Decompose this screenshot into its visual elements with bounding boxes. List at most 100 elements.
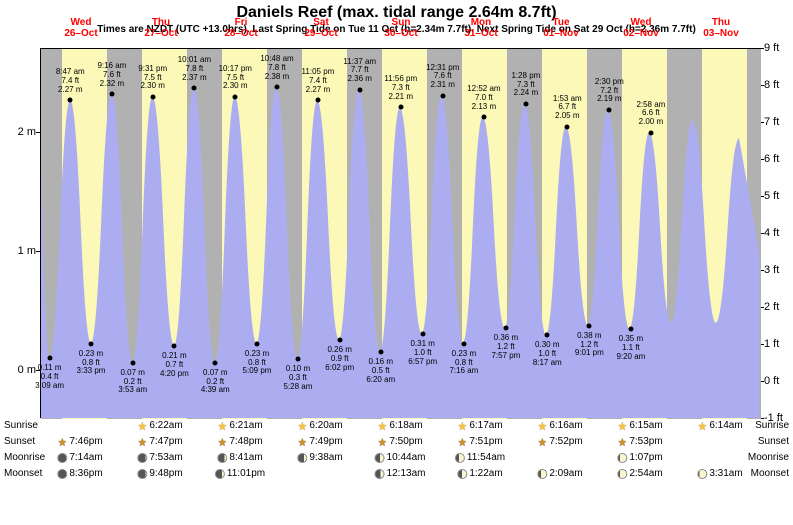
tide-label: 9:16 am7.6 ft2.32 m (97, 62, 126, 88)
y-tick-right: 8 ft (764, 79, 779, 91)
tide-point (378, 350, 383, 355)
astro-cell: 6:18am (377, 420, 422, 431)
day-header: Thu27–Oct (121, 17, 201, 39)
tide-label: 12:31 pm7.6 ft2.31 m (426, 64, 459, 90)
y-tick-right: 5 ft (764, 190, 779, 202)
astro-cell: 9:48pm (137, 468, 182, 479)
astro-cell: 9:38am (297, 452, 342, 463)
day-header: Fri28–Oct (201, 17, 281, 39)
astro-cell: 6:20am (297, 420, 342, 431)
day-header: Sat29–Oct (281, 17, 361, 39)
tide-label: 0.21 m0.7 ft4:20 pm (160, 352, 189, 378)
astro-cell: 7:51pm (457, 436, 502, 447)
astro-cell: 1:07pm (617, 452, 662, 463)
astro-table: SunriseSunrise6:22am6:21am6:20am6:18am6:… (0, 420, 793, 484)
tide-point (357, 87, 362, 92)
y-tick-right: 7 ft (764, 116, 779, 128)
tide-point (68, 98, 73, 103)
tide-label: 0.30 m1.0 ft8:17 am (533, 341, 562, 367)
tide-label: 0.23 m0.8 ft3:33 pm (77, 350, 106, 376)
astro-cell: 6:15am (617, 420, 662, 431)
tide-point (523, 101, 528, 106)
astro-cell: 6:17am (457, 420, 502, 431)
astro-cell: 11:54am (455, 452, 505, 463)
tide-label: 11:56 pm7.3 ft2.21 m (384, 75, 417, 101)
astro-row-moonrise: MoonriseMoonrise7:14am7:53am8:41am9:38am… (0, 452, 793, 468)
tide-point (398, 105, 403, 110)
day-header: Tue01–Nov (521, 17, 601, 39)
astro-cell: 7:50pm (377, 436, 422, 447)
y-tick-right: 2 ft (764, 301, 779, 313)
tide-point (130, 360, 135, 365)
tide-label: 1:28 pm7.3 ft2.24 m (511, 72, 540, 98)
astro-cell: 11:01pm (215, 468, 265, 479)
tide-point (420, 332, 425, 337)
astro-cell: 6:16am (537, 420, 582, 431)
tide-point (440, 93, 445, 98)
tide-point (213, 360, 218, 365)
tide-point (503, 326, 508, 331)
astro-cell: 2:09am (537, 468, 582, 479)
day-header: Sun30–Oct (361, 17, 441, 39)
astro-cell: 2:54am (617, 468, 662, 479)
y-tick-right: 6 ft (764, 153, 779, 165)
tide-point (337, 338, 342, 343)
tide-point (172, 344, 177, 349)
tide-point (648, 130, 653, 135)
astro-cell: 8:36pm (57, 468, 102, 479)
tide-label: 0.16 m0.5 ft6:20 am (366, 358, 395, 384)
tide-label: 0.11 m0.4 ft3:09 am (35, 364, 64, 390)
tide-label: 0.07 m0.2 ft4:39 am (201, 369, 230, 395)
tide-point (461, 341, 466, 346)
astro-cell: 1:22am (457, 468, 502, 479)
astro-cell: 7:47pm (137, 436, 182, 447)
astro-cell: 7:52pm (537, 436, 582, 447)
day-header: Mon31–Oct (441, 17, 521, 39)
tide-label: 0.36 m1.2 ft7:57 pm (491, 334, 520, 360)
tide-label: 11:37 am7.7 ft2.36 m (343, 58, 376, 84)
astro-cell: 7:14am (57, 452, 102, 463)
astro-cell: 7:49pm (297, 436, 342, 447)
tide-point (275, 85, 280, 90)
tide-label: 0.26 m0.9 ft6:02 pm (325, 346, 354, 372)
tide-point (233, 94, 238, 99)
tide-label: 0.23 m0.8 ft5:09 pm (243, 350, 272, 376)
y-tick-right: 4 ft (764, 227, 779, 239)
tide-label: 10:48 am7.8 ft2.38 m (260, 55, 293, 81)
tide-point (587, 323, 592, 328)
tide-label: 0.38 m1.2 ft9:01 pm (575, 332, 604, 358)
astro-cell: 10:44am (375, 452, 426, 463)
day-header: Wed02–Nov (601, 17, 681, 39)
tide-point (295, 357, 300, 362)
day-header: Thu03–Nov (681, 17, 761, 39)
tide-label: 10:17 pm7.5 ft2.30 m (219, 65, 252, 91)
tide-point (192, 86, 197, 91)
tide-label: 9:31 pm7.5 ft2.30 m (138, 65, 167, 91)
astro-cell: 7:46pm (57, 436, 102, 447)
astro-row-sunrise: SunriseSunrise6:22am6:21am6:20am6:18am6:… (0, 420, 793, 436)
y-tick-left: 0 m (18, 364, 36, 376)
y-tick-left: 2 m (18, 126, 36, 138)
astro-cell: 6:22am (137, 420, 182, 431)
tide-point (109, 92, 114, 97)
tide-label: 10:01 am7.8 ft2.37 m (178, 56, 211, 82)
tide-point (565, 124, 570, 129)
y-tick-right: 1 ft (764, 338, 779, 350)
tide-point (255, 341, 260, 346)
astro-row-moonset: MoonsetMoonset8:36pm9:48pm11:01pm12:13am… (0, 468, 793, 484)
plot-area: Wed26–OctThu27–OctFri28–OctSat29–OctSun3… (40, 48, 760, 418)
tide-label: 12:52 am7.0 ft2.13 m (467, 85, 500, 111)
tide-label: 2:30 pm7.2 ft2.19 m (595, 78, 624, 104)
astro-cell: 7:53pm (617, 436, 662, 447)
tide-label: 1:53 am6.7 ft2.05 m (553, 95, 582, 121)
tide-label: 0.10 m0.3 ft5:28 am (283, 365, 312, 391)
y-tick-left: 1 m (18, 245, 36, 257)
astro-cell: 8:41am (217, 452, 262, 463)
tide-label: 8:47 am7.4 ft2.27 m (56, 68, 85, 94)
tide-point (545, 333, 550, 338)
y-tick-right: 3 ft (764, 264, 779, 276)
astro-cell: 6:21am (217, 420, 262, 431)
astro-cell: 3:31am (697, 468, 742, 479)
tide-label: 0.31 m1.0 ft6:57 pm (408, 340, 437, 366)
y-axis-right: -1 ft0 ft1 ft2 ft3 ft4 ft5 ft6 ft7 ft8 f… (760, 48, 793, 418)
